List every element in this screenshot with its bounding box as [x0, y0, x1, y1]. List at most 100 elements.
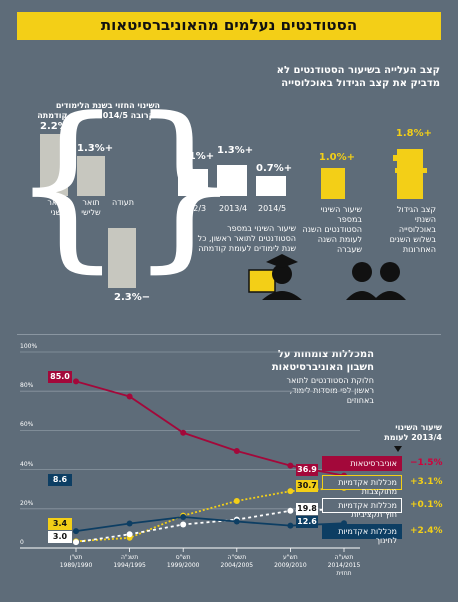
stud-label-l3: הסטודנטים השנה: [302, 225, 362, 234]
xtick-label-line: תשע"ה: [334, 554, 354, 561]
education-colleges-series-point-1: [126, 520, 133, 527]
funded-colleges-series-legend: מכללות אקדמיות מתוקצבות: [322, 475, 402, 496]
ytick-label-60: 60%: [20, 421, 34, 429]
change-header-l1: שיעור השינוי: [395, 423, 442, 432]
degree-phd-value: +1.3%: [77, 143, 114, 154]
legend-line: לחינוך: [375, 536, 397, 545]
private-colleges-series-last-label: 19.8: [296, 503, 318, 515]
stud-label-l5: שעברה: [336, 245, 362, 254]
pop-growth-value: +1.8%: [395, 128, 432, 139]
pop-label-l3: באוכלוסייה: [398, 225, 436, 234]
funded-colleges-series-point-4: [287, 488, 294, 495]
universities-series-first-label: 85.0: [48, 371, 72, 383]
pop-label-l5: האחרונות: [402, 245, 436, 254]
firstdeg-year-2014: 2014/5: [258, 204, 287, 213]
education-colleges-series-point-0: [73, 528, 79, 535]
education-colleges-series-last-label: 12.6: [296, 516, 318, 528]
funded-colleges-series-first-label: 3.4: [48, 518, 72, 530]
bottom-sub-l3: באחוזים: [346, 396, 374, 405]
xtick-label-2: תש"ס 1999/2000: [157, 554, 209, 570]
legend-line: מתוקצבות: [361, 487, 397, 496]
universities-series-last-label: 36.9: [296, 464, 318, 476]
education-colleges-series-first-label: 8.6: [48, 474, 72, 486]
bottom-sub-l1: חלוקת הסטודנטים לתואר: [286, 376, 374, 385]
degree-master-l2: שני: [50, 208, 62, 217]
private-colleges-series-point-4: [287, 507, 294, 514]
xtick-label-4: תש"ע 2009/2010: [264, 554, 316, 570]
education-colleges-series-point-3: [233, 518, 240, 525]
bottom-heading-l2: חשבון האוניברסיטאות: [271, 362, 374, 373]
private-colleges-series-point-2: [180, 521, 187, 528]
funded-colleges-series-line: [75, 486, 345, 543]
education-colleges-series-point-4: [287, 522, 294, 529]
ytick-label-20: 20%: [20, 499, 34, 507]
degree-cert-label: תעודה: [111, 198, 135, 207]
private-colleges-series-point-1: [126, 531, 133, 538]
student-growth-label: שיעור השינוי במספר הסטודנטים השנה לעומת …: [302, 205, 362, 255]
degree-master-label: תואר שני: [44, 198, 68, 218]
universities-series-change: −1.5%: [410, 458, 443, 468]
firstdeg-caption-l1: שיעור השינוי במספר: [227, 224, 296, 233]
degree-phd-label: תואר שלישי: [76, 198, 106, 218]
xtick-label-line: 1994/1995: [113, 562, 146, 569]
funded-colleges-series-point-3: [233, 497, 240, 504]
student-growth-bar: [321, 168, 345, 199]
xtick-label-line: 1989/1990: [59, 562, 93, 569]
bottom-sub-l2: ראשון לפי מוסדות לימוד,: [289, 386, 374, 395]
legend-line: מכללות אקדמיות: [338, 478, 397, 487]
degrees-caption: השינוי החזוי בשנת הלימודים הקרובה 2014/5…: [37, 101, 160, 121]
education-colleges-series-legend: מכללות אקדמיות לחינוך: [322, 524, 402, 545]
xtick-label-line: 2014/2015: [327, 562, 361, 569]
xtick-label-1: תשנ"ה 1994/1995: [104, 554, 156, 570]
degree-phd-l2: שלישי: [81, 208, 101, 217]
degrees-caption-l1: השינוי החזוי בשנת הלימודים: [55, 101, 160, 110]
degrees-caption-l2: הקרובה 2014/5 לעומת קודמתה: [37, 111, 160, 120]
firstdeg-value-2012: +1.1%: [178, 151, 215, 162]
bottom-subheading: חלוקת הסטודנטים לתואר ראשון לפי מוסדות ל…: [287, 376, 374, 406]
universities-series-point-2: [180, 429, 187, 436]
xtick-label-line: תש"ס: [175, 554, 191, 561]
student-growth-value: +1.0%: [318, 152, 355, 163]
education-colleges-series-change: +2.4%: [410, 526, 443, 536]
left-brace: {: [10, 80, 125, 289]
private-colleges-series-change: +0.1%: [410, 500, 443, 510]
xtick-label-line: תשנ"ה: [120, 554, 139, 561]
universities-series-point-1: [126, 393, 133, 400]
private-colleges-series-point-0: [73, 539, 79, 546]
education-colleges-series-point-2: [180, 514, 187, 521]
firstdeg-caption-l3: שנת לימודים לעומת קודמתה: [198, 244, 296, 253]
universities-series-point-3: [233, 447, 240, 454]
firstdeg-year-2012: 2012/3: [178, 204, 207, 213]
xtick-label-line: 2009/2010: [274, 562, 307, 569]
page-title: הסטודנטים נעלמים מהאוניברסיטאות: [100, 16, 358, 34]
xtick-label-line: 1999/2000: [166, 562, 200, 569]
firstdeg-value-2013: +1.3%: [217, 145, 254, 156]
degree-phd-l1: תואר: [82, 198, 100, 207]
funded-colleges-series-change: +3.1%: [410, 477, 443, 487]
panel-divider: [17, 334, 441, 335]
stud-label-l2: במספר: [337, 215, 362, 224]
universities-series-line: [75, 380, 345, 477]
xtick-label-0: תש"ן 1989/1990: [50, 554, 102, 570]
legend-line: מכללות אקדמיות: [338, 527, 397, 536]
xtick-label-5: תשע"ה 2014/2015 תחזית: [318, 554, 370, 578]
xtick-label-line: תש"ן: [69, 554, 83, 561]
ytick-label-0: 0: [20, 539, 24, 546]
top-heading-line2: מדביק את קצב הגידול באוכלוסייה: [281, 78, 440, 89]
pop-label-l2: השנתי: [414, 215, 436, 224]
pop-label-l4: בשלוש השנים: [389, 235, 436, 244]
top-panel-heading: קצב העלייה בשיעור הסטודנטים לא מדביק את …: [277, 64, 440, 90]
universities-series-point-4: [287, 462, 294, 469]
legend-line: חוץ־תקציביות: [351, 510, 397, 519]
ytick-label-40: 40%: [20, 460, 34, 468]
pop-growth-label: קצב הגידול השנתי באוכלוסייה בשלוש השנים …: [390, 205, 436, 255]
stud-label-l1: שיעור השינוי: [320, 205, 362, 214]
firstdeg-caption-l2: הסטודנטים לתואר ראשון, כל: [197, 234, 296, 243]
private-colleges-series-legend: מכללות אקדמיות חוץ־תקציביות: [322, 498, 402, 519]
xtick-label-line: תשס"ה: [227, 554, 247, 561]
funded-colleges-series-last-label: 30.7: [296, 480, 318, 492]
degree-master-value: +2.2%: [40, 121, 77, 132]
legend-line: אוניברסיטאות: [350, 459, 397, 468]
